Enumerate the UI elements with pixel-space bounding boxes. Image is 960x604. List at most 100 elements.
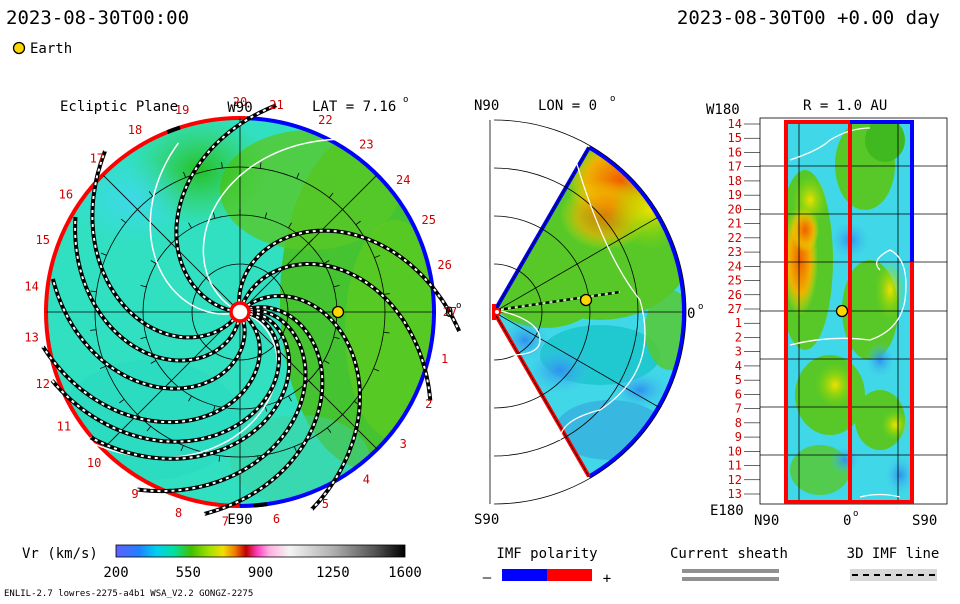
ecliptic-grid-tick [308,380,314,386]
imf-spiral-line [203,305,325,516]
sheath-swatch [682,569,779,573]
radial-sheath-line [859,493,901,498]
carrington-label: 21 [269,98,283,112]
ecliptic-bottom-label: E90 [227,512,252,528]
ecliptic-grid-tick [264,212,268,219]
ecliptic-grid-tick [100,252,107,256]
radial-velocity-map [785,122,914,502]
sheath-curve [149,142,231,315]
radial-carrington-label: 21 [728,217,742,231]
ecliptic-grid-tick [221,162,223,169]
earth-legend-label: Earth [30,41,72,57]
carrington-label: 15 [35,233,49,247]
radial-carrington-label: 7 [735,402,742,416]
meridional-sheath-line [496,309,541,356]
ecliptic-grid-tick [188,395,192,402]
radial-carrington-label: 17 [728,160,742,174]
ecliptic-grid-tick [323,260,330,264]
carrington-label: 16 [59,188,73,202]
imf-spiral-line [42,317,261,424]
ecliptic-grid-tick [150,360,157,364]
ecliptic-grid-tick [288,395,292,402]
ecliptic-grid-tick [259,162,262,169]
radial-polarity-positive [784,120,852,504]
carrington-label: 11 [57,419,71,433]
radial-polarity-positive [850,262,914,504]
radial-x-mid-degree: o [853,509,858,519]
ecliptic-grid-tick [333,336,340,340]
radial-carrington-label: 5 [735,373,742,387]
ecliptic-rim-negative [239,116,436,508]
radius-label: R = 1.0 AU [803,98,887,114]
carrington-label: 20 [233,95,247,109]
radial-x-right: S90 [912,513,937,529]
ecliptic-grid-tick [119,398,125,404]
carrington-label: 22 [318,113,332,127]
carrington-label: 10 [87,456,101,470]
radial-carrington-label: 16 [728,146,742,160]
lon-label: LON = 0 [538,98,597,114]
radial-carrington-label: 1 [735,316,742,330]
ecliptic-grid-tick [293,446,297,453]
ecliptic-imf-lines [41,103,462,516]
ecliptic-title: Ecliptic Plane [60,99,178,115]
date-right: 2023-08-30T00 +0.00 day [677,7,940,29]
ecliptic-grid-tick [374,255,381,259]
ecliptic-grid-tick [180,445,184,452]
ecliptic-grid-tick [288,222,292,229]
meridional-grid-spoke [493,216,659,313]
ecliptic-grid-tick [212,212,216,219]
radial-carrington-label: 2 [735,331,742,345]
ecliptic-grid-tick [140,284,147,288]
carrington-label: 26 [437,258,451,272]
carrington-label: 5 [322,497,329,511]
ecliptic-grid-tick [326,427,332,433]
imf-spiral-line [89,310,292,461]
ecliptic-rim-black [253,502,268,508]
carrington-label: 19 [175,103,189,117]
imf-3d-legend: 3D IMF line [847,546,940,581]
imf-spiral-line [90,150,235,340]
radial-carrington-label: 23 [728,245,742,259]
radial-carrington-label: 14 [728,117,742,131]
ecliptic-grid-tick [323,360,330,364]
carrington-label: 24 [396,173,410,187]
imf-polarity-legend: IMF polarity – + [483,546,611,587]
carrington-label: 17 [90,151,104,165]
carrington-label: 1 [441,352,448,366]
imf-3d-title: 3D IMF line [847,546,940,562]
radial-carrington-label: 4 [735,359,742,373]
radial-top-label: W180 [706,102,740,118]
imf-spiral-line [51,278,246,390]
carrington-label: 13 [24,331,38,345]
imf-spiral-line [137,309,307,493]
radial-bottom-label: E180 [710,503,744,519]
meridional-grid [489,119,687,505]
colorbar-tick-label: 900 [248,565,273,581]
meridional-panel: N90 LON = 0 o S90 0 o [474,94,703,528]
ecliptic-rim-black [166,125,181,134]
ecliptic-grid-tick [218,455,221,462]
ecliptic-grid-tick [296,172,300,179]
earth-legend-icon [12,41,26,55]
ecliptic-grid-tick [140,336,147,340]
ecliptic-grid-tick [333,284,340,288]
radial-carrington-labels: 1415161718192021222324252627123456789101… [728,117,760,501]
ecliptic-grid-tick [148,191,154,197]
radial-carrington-label: 27 [728,302,742,316]
lat-label: LAT = 7.16 [312,99,396,115]
radial-carrington-label: 19 [728,188,742,202]
colorbar-tick-label: 200 [103,565,128,581]
ecliptic-grid-tick [212,405,216,412]
colorbar-gradient [115,544,406,558]
velocity-colorbar: Vr (km/s) 200 550 900 1250 1600 [22,544,422,581]
sheath-curve [202,138,361,308]
lon-degree: o [610,94,615,104]
carrington-label: 9 [131,487,138,501]
radial-carrington-label: 10 [728,444,742,458]
imf-plus-label: + [603,571,611,587]
carrington-label: 18 [128,123,142,137]
imf-spiral-line [247,294,361,510]
ecliptic-grid-tick [90,290,97,293]
meridional-grid-spoke [493,311,659,408]
